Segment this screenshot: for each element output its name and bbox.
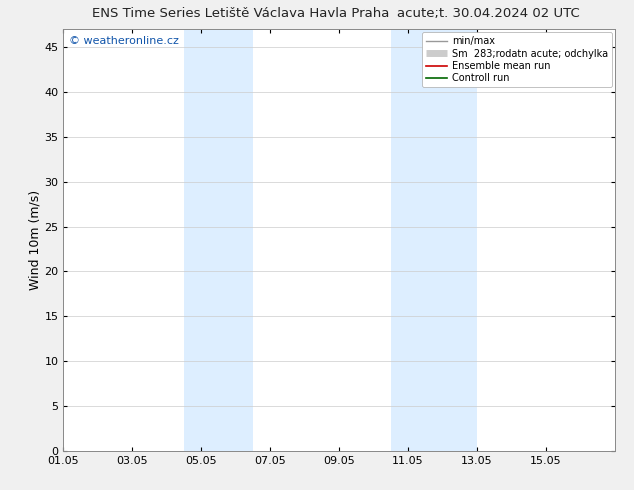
Bar xyxy=(391,29,477,451)
Bar xyxy=(184,29,253,451)
Legend: min/max, Sm  283;rodatn acute; odchylka, Ensemble mean run, Controll run: min/max, Sm 283;rodatn acute; odchylka, … xyxy=(422,32,612,87)
Text: acute;t. 30.04.2024 02 UTC: acute;t. 30.04.2024 02 UTC xyxy=(397,7,579,21)
Y-axis label: Wind 10m (m/s): Wind 10m (m/s) xyxy=(29,190,42,290)
Text: © weatheronline.cz: © weatheronline.cz xyxy=(69,36,179,46)
Text: ENS Time Series Letiště Václava Havla Praha: ENS Time Series Letiště Václava Havla Pr… xyxy=(92,7,390,21)
